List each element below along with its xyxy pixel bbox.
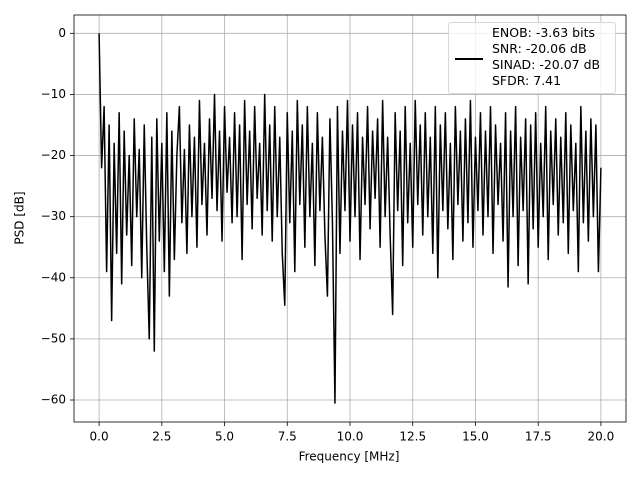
x-tick-label: 0.0 (90, 430, 109, 444)
data-line (98, 33, 602, 404)
axes-frame (73, 14, 627, 423)
y-tick-label: −10 (41, 87, 66, 101)
legend-swatch (455, 58, 483, 60)
y-axis-label: PSD [dB] (13, 191, 27, 244)
y-tick-label: −40 (41, 270, 66, 284)
x-tick-label: 12.5 (399, 430, 426, 444)
x-tick-label: 15.0 (462, 430, 489, 444)
y-tick-label: 0 (58, 26, 66, 40)
x-tick-label: 20.0 (588, 430, 615, 444)
x-tick-label: 10.0 (337, 430, 364, 444)
x-axis-label: Frequency [MHz] (299, 450, 400, 464)
x-tick-label: 2.5 (152, 430, 171, 444)
y-tick-label: −50 (41, 331, 66, 345)
x-tick-label: 5.0 (215, 430, 234, 444)
x-tick-label: 7.5 (278, 430, 297, 444)
x-tick-label: 17.5 (525, 430, 552, 444)
y-tick-label: −20 (41, 148, 66, 162)
y-tick-label: −30 (41, 209, 66, 223)
y-tick-label: −60 (41, 393, 66, 407)
legend-label: ENOB: -3.63 bits SNR: -20.06 dB SINAD: -… (492, 25, 601, 88)
legend: ENOB: -3.63 bits SNR: -20.06 dB SINAD: -… (448, 22, 616, 94)
